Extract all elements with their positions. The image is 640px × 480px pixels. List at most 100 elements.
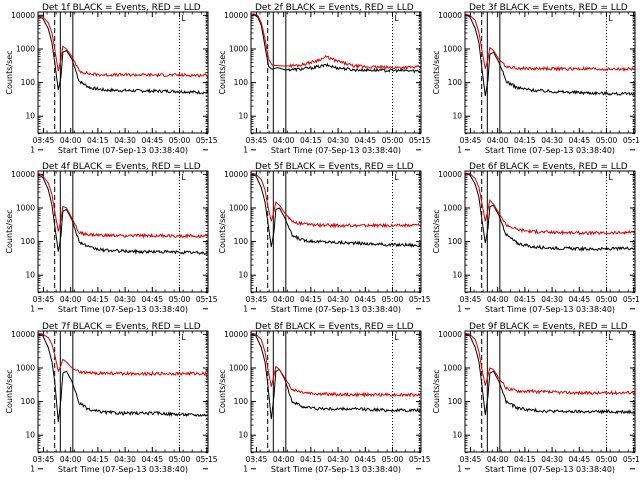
- events-series-line: [465, 333, 635, 416]
- chart-title: Det 3f BLACK = Events, RED = LLD: [469, 3, 628, 13]
- x-tick-label: 05:00: [169, 455, 191, 464]
- x-tick-label: 04:30: [327, 455, 349, 464]
- y-axis-label: Counts/sec: [218, 209, 227, 253]
- x-tick-label: 05:00: [596, 455, 618, 464]
- x-tick-label: 04:30: [541, 455, 563, 464]
- chart-panel: Det 2f BLACK = Events, RED = LLD Counts/s…: [218, 3, 431, 155]
- y-axis-label: Counts/sec: [432, 209, 441, 253]
- legend-marker-glyph: L: [395, 333, 400, 342]
- x-axis-label: Start Time (07-Sep-13 03:38:40): [271, 305, 401, 314]
- y-tick-label: 100: [234, 397, 249, 406]
- y-tick-label: 100: [234, 78, 249, 87]
- x-tick-label: 03:45: [246, 295, 268, 304]
- y-tick-label: 1: [243, 145, 248, 154]
- events-series-line: [251, 333, 421, 420]
- y-tick-label: 10: [238, 112, 248, 121]
- x-tick-label: 05:00: [596, 136, 618, 145]
- x-tick-label: 05:00: [382, 455, 404, 464]
- x-tick-label: 05:00: [169, 295, 191, 304]
- x-tick-label: 04:15: [300, 136, 322, 145]
- y-tick-label: 10000: [438, 11, 462, 20]
- y-tick-label: 10000: [224, 330, 248, 339]
- x-tick-label: 04:15: [514, 455, 536, 464]
- chart-title: Det 2f BLACK = Events, RED = LLD: [255, 3, 414, 13]
- legend-marker: L: [609, 173, 614, 182]
- plot-frame: [250, 170, 422, 293]
- x-tick-label: 04:45: [354, 455, 376, 464]
- x-tick-label: 05:15: [409, 295, 431, 304]
- y-axis-label: Counts/sec: [432, 50, 441, 94]
- y-tick-label: 1000: [16, 363, 35, 372]
- x-tick-label: 04:30: [114, 295, 136, 304]
- y-tick-label: 1000: [443, 203, 462, 212]
- chart-title: Det 5f BLACK = Events, RED = LLD: [255, 162, 414, 172]
- x-tick-label: 04:30: [114, 455, 136, 464]
- x-tick-label: 04:45: [568, 455, 590, 464]
- x-tick-label: 05:15: [623, 136, 640, 145]
- y-tick-label: 10000: [11, 330, 35, 339]
- x-tick-label: 05:00: [596, 295, 618, 304]
- y-tick-label: 100: [234, 237, 249, 246]
- x-tick-label: 04:45: [568, 295, 590, 304]
- legend-marker-glyph: L: [395, 14, 400, 23]
- x-tick-label: 04:45: [354, 295, 376, 304]
- x-tick-label: 04:45: [568, 136, 590, 145]
- x-axis-label: Start Time (07-Sep-13 03:38:40): [485, 146, 615, 155]
- legend-marker-glyph: L: [395, 173, 400, 182]
- legend-marker-glyph: L: [182, 333, 187, 342]
- chart-panel: Det 5f BLACK = Events, RED = LLD Counts/s…: [218, 162, 431, 314]
- legend-marker: L: [395, 333, 400, 342]
- y-axis-label: Counts/sec: [5, 50, 14, 94]
- events-series-line: [38, 15, 208, 95]
- x-tick-label: 03:45: [460, 136, 482, 145]
- x-tick-label: 04:15: [87, 136, 109, 145]
- lld-series-line: [465, 332, 635, 396]
- y-tick-label: 1000: [16, 203, 35, 212]
- y-tick-label: 10: [25, 271, 35, 280]
- x-axis-label: Start Time (07-Sep-13 03:38:40): [58, 146, 188, 155]
- y-tick-label: 1000: [229, 203, 248, 212]
- y-tick-label: 1: [30, 464, 35, 473]
- y-tick-label: 10000: [11, 11, 35, 20]
- lld-series-line: [38, 14, 208, 78]
- y-axis-label: Counts/sec: [5, 209, 14, 253]
- x-tick-label: 04:45: [141, 295, 163, 304]
- lld-series-line: [465, 13, 635, 73]
- x-tick-label: 04:00: [487, 136, 509, 145]
- x-tick-label: 04:30: [327, 136, 349, 145]
- y-tick-label: 10000: [224, 11, 248, 20]
- legend-marker-glyph: L: [182, 14, 187, 23]
- y-tick-label: 10000: [224, 170, 248, 179]
- x-tick-label: 04:00: [487, 295, 509, 304]
- legend-marker-glyph: L: [609, 333, 614, 342]
- x-tick-label: 04:30: [541, 295, 563, 304]
- x-tick-label: 03:45: [33, 455, 55, 464]
- events-series-line: [38, 333, 208, 422]
- chart-panel: Det 4f BLACK = Events, RED = LLD Counts/s…: [5, 162, 218, 314]
- y-tick-label: 10: [25, 431, 35, 440]
- x-tick-label: 03:45: [246, 455, 268, 464]
- x-tick-label: 05:00: [382, 136, 404, 145]
- x-tick-label: 05:00: [382, 295, 404, 304]
- y-axis-label: Counts/sec: [432, 369, 441, 413]
- x-axis-label: Start Time (07-Sep-13 03:38:40): [485, 305, 615, 314]
- y-tick-label: 10: [25, 112, 35, 121]
- x-tick-label: 03:45: [33, 136, 55, 145]
- x-tick-label: 04:00: [60, 455, 82, 464]
- y-tick-label: 10000: [438, 170, 462, 179]
- legend-marker: L: [395, 173, 400, 182]
- plot-frame: [464, 170, 636, 293]
- x-tick-label: 03:45: [460, 455, 482, 464]
- x-axis-label: Start Time (07-Sep-13 03:38:40): [485, 465, 615, 474]
- plot-frame: [37, 330, 209, 453]
- x-tick-label: 03:45: [246, 136, 268, 145]
- y-tick-label: 100: [21, 237, 36, 246]
- x-tick-label: 05:15: [623, 295, 640, 304]
- legend-marker: L: [182, 14, 187, 23]
- y-tick-label: 1: [243, 464, 248, 473]
- lld-series-line: [251, 332, 421, 398]
- y-tick-label: 10: [452, 112, 462, 121]
- y-tick-label: 10000: [438, 330, 462, 339]
- x-tick-label: 04:00: [487, 455, 509, 464]
- x-axis-label: Start Time (07-Sep-13 03:38:40): [58, 465, 188, 474]
